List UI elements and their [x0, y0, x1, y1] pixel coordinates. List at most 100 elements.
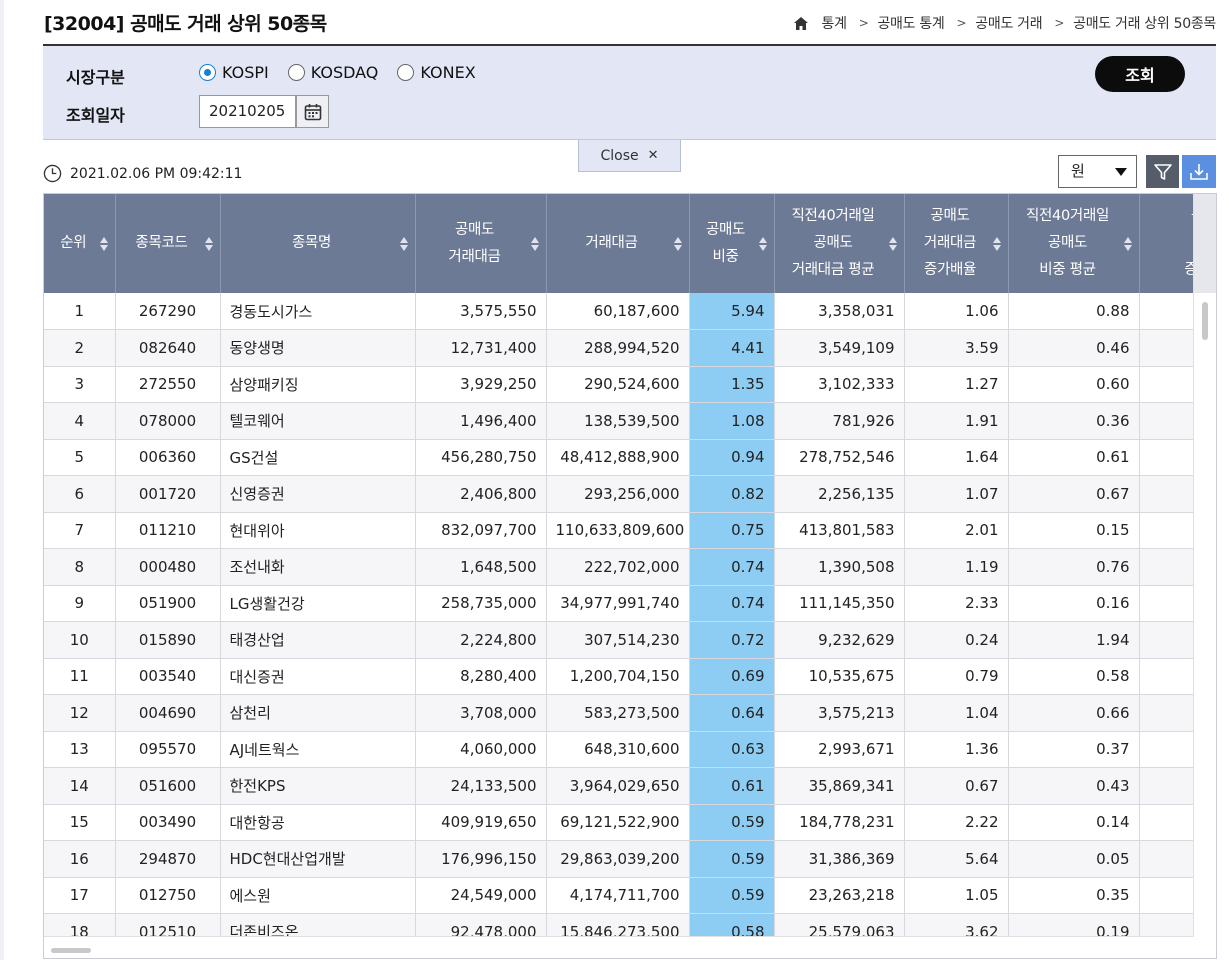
cell-rank: 16 — [44, 840, 116, 878]
breadcrumb-item-current: 공매도 거래 상위 50종목 — [1073, 16, 1216, 32]
cell-rank: 8 — [44, 548, 116, 586]
filter-button[interactable] — [1146, 155, 1179, 188]
cell-short-amount-multiple: 1.06 — [904, 293, 1009, 330]
table-row[interactable]: 13 095570 AJ네트웍스 4,060,000 648,310,600 0.63 2,… — [44, 731, 1194, 768]
table-row[interactable]: 9 051900 LG생활건강 258,735,000 34,977,991,740 0.… — [44, 585, 1194, 622]
column-header-rank[interactable]: 순위 — [44, 194, 116, 293]
column-header-label: 순위 — [60, 235, 87, 251]
column-header-short-ratio-multiple[interactable]: 공매도 비중 증가배율 — [1139, 194, 1194, 293]
table-row[interactable]: 8 000480 조선내화 1,648,500 222,702,000 0.74 1,390… — [44, 548, 1194, 586]
cell-short-ratio-multiple — [1139, 658, 1194, 695]
radio-unchecked-icon[interactable] — [287, 64, 305, 81]
sort-icon[interactable] — [888, 236, 897, 252]
cell-short-amount: 176,996,150 — [415, 840, 547, 878]
table-row[interactable]: 17 012750 에스원 24,549,000 4,174,711,700 0.59 23… — [44, 877, 1194, 914]
column-header-prev40-ratio-avg[interactable]: 직전40거래일 공매도 비중 평균 — [1008, 194, 1140, 293]
radio-konex[interactable]: KONEX — [397, 63, 476, 82]
table-row[interactable]: 11 003540 대신증권 8,280,400 1,200,704,150 0.69 10… — [44, 658, 1194, 695]
column-header-label: 종목명 — [291, 235, 332, 251]
table-row[interactable]: 3 272550 삼양패키징 3,929,250 290,524,600 1.35 3,10… — [44, 366, 1194, 403]
cell-name: 한전KPS — [220, 767, 416, 805]
sort-icon[interactable] — [530, 236, 539, 252]
cell-trade-amount: 69,121,522,900 — [546, 804, 690, 841]
column-header-trade-amount[interactable]: 거래대금 — [546, 194, 690, 293]
cell-short-amount: 832,097,700 — [415, 512, 547, 549]
sort-icon[interactable] — [673, 236, 682, 252]
cell-trade-amount: 293,256,000 — [546, 475, 690, 513]
cell-rank: 10 — [44, 621, 116, 659]
search-panel: 시장구분 조회일자 KOSPI KOSDAQ KONEX 20210205 조회 — [43, 46, 1216, 140]
table-row[interactable]: 14 051600 한전KPS 24,133,500 3,964,029,650 0.61… — [44, 767, 1194, 805]
table-row[interactable]: 15 003490 대한항공 409,919,650 69,121,522,900 0.5… — [44, 804, 1194, 841]
cell-short-amount-multiple: 0.24 — [904, 621, 1009, 659]
cell-prev40-ratio-avg: 0.15 — [1008, 512, 1140, 549]
cell-short-amount-multiple: 1.64 — [904, 439, 1009, 476]
column-header-short-amount[interactable]: 공매도 거래대금 — [415, 194, 547, 293]
breadcrumb-item-short-trade[interactable]: 공매도 거래 — [975, 16, 1043, 32]
cell-short-ratio: 0.61 — [689, 767, 775, 805]
table-row[interactable]: 2 082640 동양생명 12,731,400 288,994,520 4.41 3,54… — [44, 329, 1194, 367]
table-row[interactable]: 18 012510 더존비즈온 92,478,000 15,846,273,500 0.5… — [44, 913, 1194, 937]
cell-short-amount: 1,648,500 — [415, 548, 547, 586]
column-header-code[interactable]: 종목코드 — [115, 194, 221, 293]
table-row[interactable]: 4 078000 텔코웨어 1,496,400 138,539,500 1.08 781,9… — [44, 402, 1194, 440]
date-input[interactable]: 20210205 — [199, 95, 296, 128]
table-row[interactable]: 5 006360 GS건설 456,280,750 48,412,888,900 0.94… — [44, 439, 1194, 476]
breadcrumb-item-short-stats[interactable]: 공매도 통계 — [877, 16, 945, 32]
cell-short-ratio: 0.82 — [689, 475, 775, 513]
cell-short-ratio: 0.75 — [689, 512, 775, 549]
sort-icon[interactable] — [399, 236, 408, 252]
cell-rank: 4 — [44, 402, 116, 440]
cell-trade-amount: 4,174,711,700 — [546, 877, 690, 914]
cell-name: GS건설 — [220, 439, 416, 476]
cell-code: 001720 — [115, 475, 221, 513]
table-row[interactable]: 12 004690 삼천리 3,708,000 583,273,500 0.64 3,575… — [44, 694, 1194, 732]
cell-short-amount-multiple: 1.27 — [904, 366, 1009, 403]
unit-select[interactable]: 원 — [1058, 155, 1137, 188]
cell-rank: 1 — [44, 293, 116, 330]
radio-checked-icon[interactable] — [199, 64, 216, 81]
radio-kospi[interactable]: KOSPI — [199, 63, 269, 82]
horizontal-scroll-thumb[interactable] — [51, 948, 91, 953]
download-icon — [1190, 163, 1208, 180]
horizontal-scrollbar[interactable] — [44, 936, 1194, 958]
home-icon[interactable] — [793, 16, 808, 30]
sort-icon[interactable] — [204, 236, 213, 252]
cell-short-ratio-multiple: 6 — [1139, 293, 1194, 330]
column-header-short-ratio[interactable]: 공매도 비중 — [689, 194, 775, 293]
chevron-right-icon: > — [858, 16, 869, 30]
column-header-name[interactable]: 종목명 — [220, 194, 416, 293]
cell-short-ratio: 0.74 — [689, 548, 775, 586]
sort-icon[interactable] — [1123, 236, 1132, 252]
sort-icon[interactable] — [99, 236, 108, 252]
column-header-short-amount-multiple[interactable]: 공매도 거래대금 증가배율 — [904, 194, 1009, 293]
radio-kosdaq[interactable]: KOSDAQ — [287, 63, 378, 82]
table-row[interactable]: 10 015890 태경산업 2,224,800 307,514,230 0.72 9,23… — [44, 621, 1194, 659]
vertical-scrollbar[interactable] — [1193, 194, 1216, 937]
cell-code: 294870 — [115, 840, 221, 878]
table-row[interactable]: 1 267290 경동도시가스 3,575,550 60,187,600 5.94 3,35… — [44, 293, 1194, 330]
cell-short-ratio: 0.59 — [689, 840, 775, 878]
search-button[interactable]: 조회 — [1095, 56, 1185, 92]
sort-icon[interactable] — [992, 236, 1001, 252]
cell-short-amount: 24,133,500 — [415, 767, 547, 805]
table-row[interactable]: 7 011210 현대위아 832,097,700 110,633,809,600 0.7… — [44, 512, 1194, 549]
column-header-label: 직전40거래일 공매도 거래대금 평균 — [791, 208, 875, 278]
cell-short-ratio: 0.58 — [689, 913, 775, 937]
breadcrumb-item-stats[interactable]: 통계 — [821, 16, 847, 32]
cell-prev40-ratio-avg: 0.60 — [1008, 366, 1140, 403]
close-panel-button[interactable]: Close ✕ — [578, 140, 681, 172]
table-row[interactable]: 6 001720 신영증권 2,406,800 293,256,000 0.82 2,256… — [44, 475, 1194, 513]
cell-trade-amount: 222,702,000 — [546, 548, 690, 586]
vertical-scroll-thumb[interactable] — [1202, 302, 1208, 340]
table-row[interactable]: 16 294870 HDC현대산업개발 176,996,150 29,863,039,2… — [44, 840, 1194, 878]
cell-rank: 7 — [44, 512, 116, 549]
sort-icon[interactable] — [758, 236, 767, 252]
calendar-button[interactable] — [296, 95, 329, 128]
download-button[interactable] — [1182, 155, 1216, 188]
cell-trade-amount: 3,964,029,650 — [546, 767, 690, 805]
page-title: [32004] 공매도 거래 상위 50종목 — [44, 13, 327, 35]
radio-unchecked-icon[interactable] — [397, 64, 415, 81]
cell-prev40-ratio-avg: 0.35 — [1008, 877, 1140, 914]
column-header-prev40-short-avg[interactable]: 직전40거래일 공매도 거래대금 평균 — [774, 194, 905, 293]
